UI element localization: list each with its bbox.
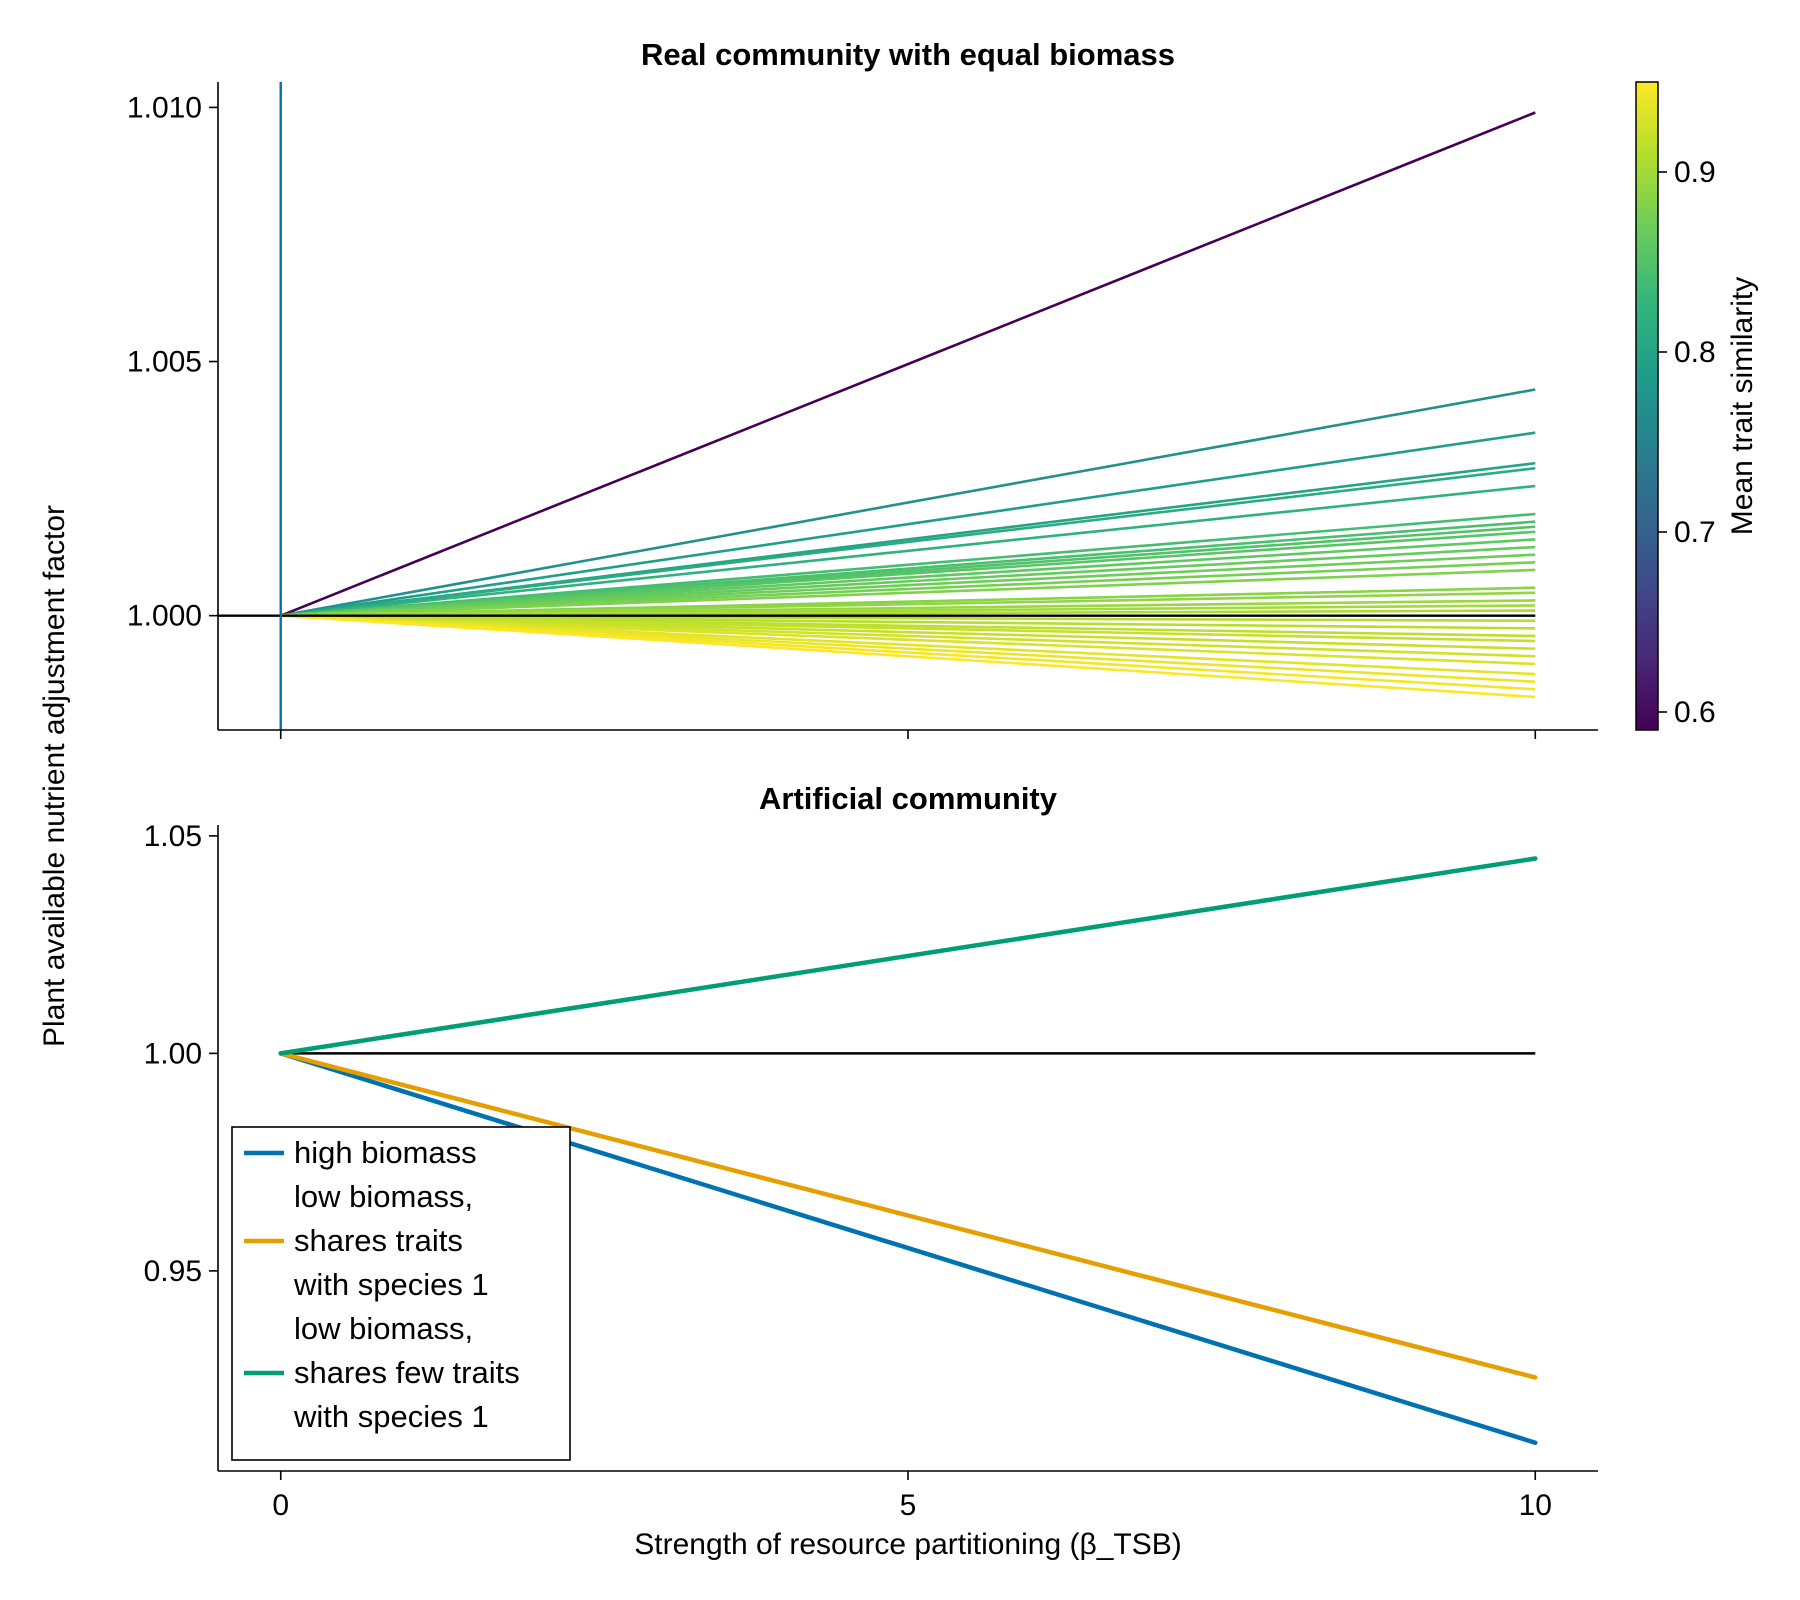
top-series-line: [280, 431, 1536, 617]
bottom-series-line-1: [278, 1051, 1538, 1445]
top-series-line: [280, 111, 1536, 617]
colorbar-tick-label: 0.9: [1674, 156, 1716, 189]
bottom-y-tick-label: 0.95: [144, 1255, 202, 1288]
y-axis-label: Plant available nutrient adjustment fact…: [38, 505, 71, 1047]
colorbar-gradient: [1635, 81, 1659, 731]
top-y-tick-label: 1.005: [127, 346, 202, 379]
top-y-tick-label: 1.010: [127, 91, 202, 124]
bottom-y-tick-label: 1.05: [144, 820, 202, 853]
colorbar-tick-label: 0.7: [1674, 516, 1716, 549]
bottom-x-tick-label: 0: [272, 1489, 289, 1522]
colorbar-label: Mean trait similarity: [1726, 277, 1759, 535]
top-series-line: [280, 614, 1536, 666]
legend-box: [231, 1126, 571, 1461]
bottom-x-tick-label: 10: [1519, 1489, 1552, 1522]
top-series-line: [280, 568, 1536, 617]
colorbar-tick-label: 0.8: [1674, 336, 1716, 369]
top-series-line: [280, 466, 1536, 617]
legend-entry-text: low biomass,: [294, 1179, 473, 1214]
top-y-tick-label: 1.000: [127, 600, 202, 633]
legend-entry-text: high biomass: [294, 1135, 477, 1170]
x-axis-label: Strength of resource partitioning (β_TSB…: [634, 1528, 1182, 1561]
bottom-panel: Artificial community 0.95 1.00 1.05 0 5 10 hi…: [144, 781, 1598, 1522]
top-series-line: [280, 614, 1536, 699]
bottom-series-line-3: [278, 856, 1538, 1056]
bottom-panel-title: Artificial community: [759, 781, 1058, 816]
top-series-line: [280, 388, 1536, 617]
legend-entry-text: shares traits: [294, 1223, 463, 1258]
legend-entry-text: low biomass,: [294, 1311, 473, 1346]
top-series-line: [280, 484, 1536, 617]
colorbar: 0.6 0.7 0.8 0.9 Mean trait similarity: [1635, 81, 1759, 731]
bottom-x-tick-label: 5: [900, 1489, 917, 1522]
legend: high biomass low biomass, shares traits wit…: [231, 1126, 571, 1461]
legend-entry-text: with species 1: [293, 1399, 489, 1434]
colorbar-tick-label: 0.6: [1674, 696, 1716, 729]
bottom-y-tick-label: 1.00: [144, 1037, 202, 1070]
legend-entry-text: with species 1: [293, 1267, 489, 1302]
top-panel-title: Real community with equal biomass: [641, 37, 1175, 72]
legend-entry-text: shares few traits: [294, 1355, 520, 1390]
top-panel: Real community with equal biomass 1.000 1…: [127, 37, 1598, 739]
bottom-series-line-2: [278, 1051, 1538, 1380]
